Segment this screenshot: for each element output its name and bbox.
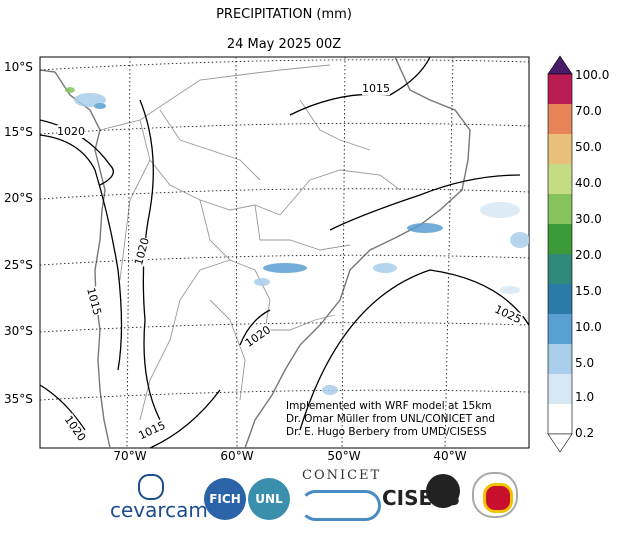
lat-label: 10°S	[4, 60, 33, 74]
coastline-east	[244, 57, 471, 448]
isobar-label: 1020	[57, 125, 85, 138]
colorbar-segment	[548, 344, 572, 374]
colorbar	[547, 55, 573, 453]
lat-label: 25°S	[4, 258, 33, 272]
colorbar-label: 15.0	[575, 284, 602, 298]
colorbar-label: 5.0	[575, 356, 595, 370]
colorbar-segment	[548, 374, 572, 404]
colorbar-label: 30.0	[575, 212, 602, 226]
credit-line: Dr. Omar Müller from UNL/CONICET and	[286, 413, 496, 425]
colorbar-label: 1.0	[575, 390, 595, 404]
colorbar-label: 100.0	[575, 68, 610, 82]
colorbar-segment	[548, 134, 572, 164]
credit-line: Dr. E. Hugo Berbery from UMD/CISESS	[286, 426, 487, 438]
conicet-wave-icon	[300, 490, 381, 521]
colorbar-label: 20.0	[575, 248, 602, 262]
lat-label: 30°S	[4, 324, 33, 338]
map-title: PRECIPITATION (mm)	[216, 7, 352, 22]
colorbar-segment	[548, 224, 572, 254]
lon-label: 50°W	[327, 449, 361, 463]
precipitation-patches	[65, 87, 529, 395]
map-subtitle: 24 May 2025 00Z	[226, 37, 342, 52]
credit-text: Implemented with WRF model at 15km Dr. O…	[286, 400, 526, 439]
colorbar-segment	[548, 74, 572, 104]
lat-label: 15°S	[4, 125, 33, 139]
lon-label: 60°W	[220, 449, 254, 463]
lat-label: 35°S	[4, 392, 33, 406]
isobars	[40, 57, 529, 448]
globe-icon	[426, 474, 460, 508]
isobar-label: 1015	[362, 82, 390, 95]
logo-strip: cevarcam FICH UNL CONICET CISESS	[100, 468, 530, 528]
map-frame	[39, 56, 530, 449]
colorbar-segment	[548, 284, 572, 314]
colorbar-label: 10.0	[575, 320, 602, 334]
colorbar-segment	[548, 314, 572, 344]
conicet-logo: CONICET	[302, 468, 382, 483]
colorbar-bottom-triangle	[547, 433, 573, 453]
graticule	[40, 57, 529, 448]
cevarcam-logo: cevarcam	[110, 498, 208, 522]
colorbar-segment	[548, 104, 572, 134]
umd-seal-inner-icon	[483, 483, 513, 513]
lon-label: 70°W	[113, 449, 147, 463]
colorbar-segment	[548, 404, 572, 434]
colorbar-segment	[548, 164, 572, 194]
colorbar-top-triangle	[547, 55, 573, 75]
credit-line: Implemented with WRF model at 15km	[286, 400, 492, 412]
umd-seal-icon	[472, 472, 518, 518]
colorbar-label: 0.2	[575, 426, 595, 440]
fich-logo: FICH	[204, 478, 246, 520]
colorbar-label: 70.0	[575, 104, 602, 118]
colorbar-segment	[548, 194, 572, 224]
lat-label: 20°S	[4, 191, 33, 205]
unl-logo: UNL	[248, 478, 290, 520]
lon-label: 40°W	[433, 449, 467, 463]
colorbar-label: 50.0	[575, 140, 602, 154]
cevarcam-swirl-icon	[138, 474, 164, 500]
colorbar-label: 40.0	[575, 176, 602, 190]
colorbar-segment	[548, 254, 572, 284]
